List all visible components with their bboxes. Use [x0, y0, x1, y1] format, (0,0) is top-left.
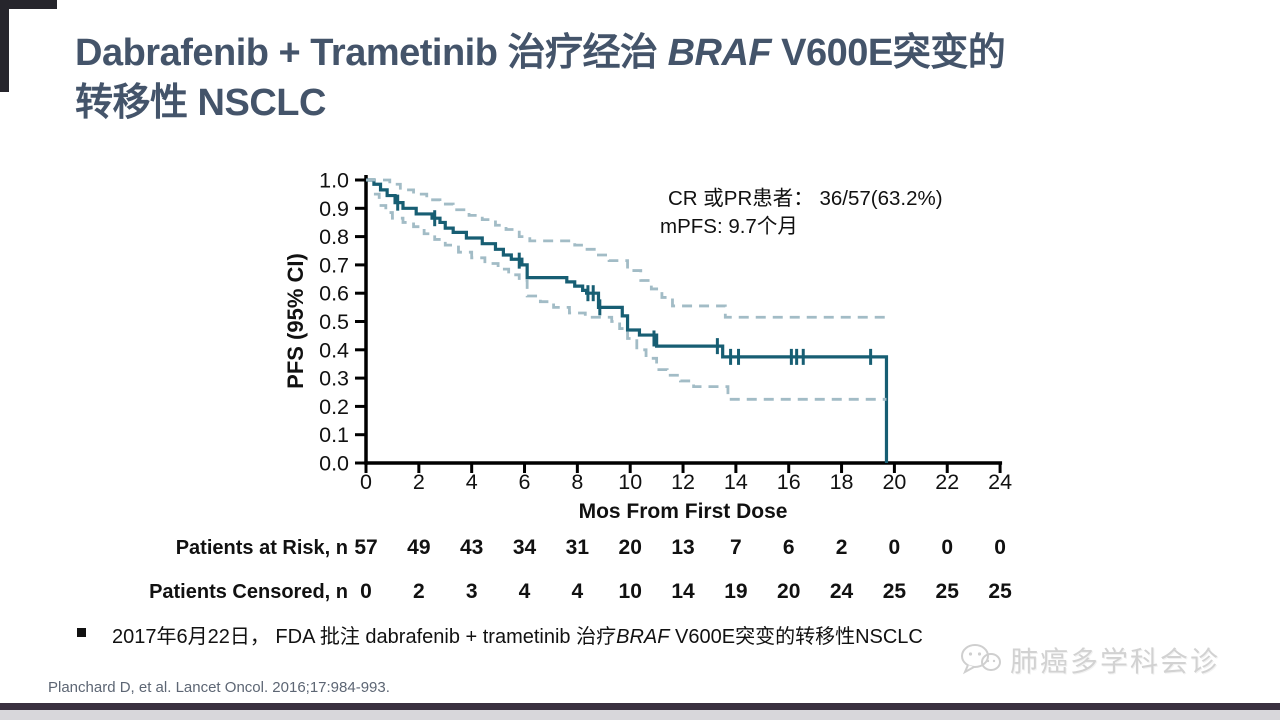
- risk-table-value: 13: [671, 536, 694, 559]
- fda-approval-bullet: 2017年6月22日， FDA 批注 dabrafenib + trametin…: [75, 620, 1205, 649]
- ci-curve: [373, 192, 887, 401]
- risk-table-value: 4: [572, 580, 584, 603]
- title-text-post: V600E突变的: [771, 32, 1006, 74]
- y-tick-label: 0.3: [319, 367, 349, 391]
- risk-table-value: 49: [407, 536, 430, 559]
- bullet-text: 2017年6月22日， FDA 批注 dabrafenib + trametin…: [112, 620, 923, 649]
- annotation-mpfs: mPFS: 9.7个月: [660, 215, 798, 238]
- x-tick-label: 8: [571, 470, 583, 494]
- y-axis-label: PFS (95% CI): [283, 253, 308, 389]
- y-tick-label: 0.4: [319, 338, 349, 362]
- slide-title: Dabrafenib + Trametinib 治疗经治 BRAF V600E突…: [75, 28, 1205, 128]
- title-text-pre: Dabrafenib + Trametinib 治疗经治: [75, 32, 668, 74]
- risk-table-value: 0: [941, 536, 953, 559]
- watermark-text: 肺癌多学科会诊: [1009, 646, 1220, 677]
- y-tick-label: 0.2: [319, 395, 349, 419]
- risk-table-value: 25: [988, 580, 1012, 603]
- y-tick-label: 0.8: [319, 225, 349, 249]
- x-tick-label: 24: [988, 470, 1012, 494]
- y-tick-label: 0.0: [319, 452, 349, 476]
- x-tick-label: 16: [777, 470, 801, 494]
- x-tick-label: 22: [935, 470, 959, 494]
- risk-table-value: 24: [830, 580, 854, 603]
- x-tick-label: 18: [830, 470, 854, 494]
- x-tick-label: 10: [618, 470, 642, 494]
- risk-table-value: 10: [619, 580, 642, 603]
- ci-curve: [366, 178, 887, 319]
- risk-table-row-label: Patients Censored, n: [149, 581, 348, 603]
- risk-table-value: 0: [360, 580, 372, 603]
- risk-table-value: 3: [466, 580, 478, 603]
- risk-table-value: 43: [460, 536, 483, 559]
- risk-table-value: 57: [354, 536, 377, 559]
- bullet-text-italic: BRAF: [616, 626, 670, 648]
- risk-table-value: 31: [566, 536, 590, 559]
- y-tick-label: 0.1: [319, 423, 349, 447]
- screen-corner-artifact-top: [0, 0, 57, 9]
- x-axis-label: Mos From First Dose: [579, 500, 788, 523]
- y-tick-label: 0.9: [319, 197, 349, 221]
- risk-table-value: 20: [619, 536, 642, 559]
- y-tick-label: 1.0: [319, 169, 349, 193]
- x-tick-label: 4: [466, 470, 478, 494]
- citation: Planchard D, et al. Lancet Oncol. 2016;1…: [48, 679, 390, 696]
- title-text-italic: BRAF: [667, 32, 772, 74]
- title-line2: 转移性 NSCLC: [75, 82, 326, 125]
- risk-table-value: 6: [783, 536, 795, 559]
- watermark: 肺癌多学科会诊: [958, 640, 1220, 680]
- risk-table-value: 4: [519, 580, 531, 603]
- risk-table-value: 0: [889, 536, 901, 559]
- bullet-text-pre: 2017年6月22日， FDA 批注 dabrafenib + trametin…: [112, 626, 617, 648]
- risk-table-value: 2: [836, 536, 848, 559]
- risk-table-value: 25: [883, 580, 907, 603]
- risk-table-value: 34: [513, 536, 537, 559]
- y-tick-label: 0.7: [319, 253, 349, 277]
- x-tick-label: 14: [724, 470, 748, 494]
- risk-table-value: 19: [724, 580, 747, 603]
- screen-corner-artifact-left: [0, 0, 9, 92]
- risk-table-value: 20: [777, 580, 800, 603]
- x-tick-label: 12: [671, 470, 695, 494]
- bullet-square-icon: [77, 628, 86, 637]
- slide-bottom-strip: [0, 710, 1280, 720]
- x-tick-label: 20: [882, 470, 906, 494]
- y-tick-label: 0.5: [319, 310, 349, 334]
- x-tick-label: 2: [413, 470, 425, 494]
- wechat-chat-bubbles-icon: [960, 644, 1001, 675]
- risk-table-value: 25: [936, 580, 960, 603]
- pfs-km-chart: 0.0 0.1 0.2 0.3 0.4 0.5 0.6 0.7 0.8 0.9 1.0 0 2 4 6 8 10…: [120, 162, 1060, 607]
- risk-table-row-label: Patients at Risk, n: [176, 537, 348, 559]
- x-tick-label: 6: [519, 470, 531, 494]
- risk-table-value: 7: [730, 536, 742, 559]
- x-tick-label: 0: [360, 470, 372, 494]
- km-curve: [366, 178, 889, 463]
- km-chart-svg: 0.00.10.20.30.40.50.60.70.80.91.00 2 4 6 8 10…: [149, 169, 1012, 604]
- y-tick-label: 0.6: [319, 282, 349, 306]
- bullet-text-post: V600E突变的转移性NSCLC: [669, 626, 923, 648]
- slide-bottom-bar: [0, 703, 1280, 710]
- annotation-response-rate: CR 或PR患者： 36/57(63.2%): [668, 187, 943, 210]
- risk-table-value: 14: [671, 580, 695, 603]
- risk-table-value: 0: [994, 536, 1006, 559]
- risk-table-value: 2: [413, 580, 425, 603]
